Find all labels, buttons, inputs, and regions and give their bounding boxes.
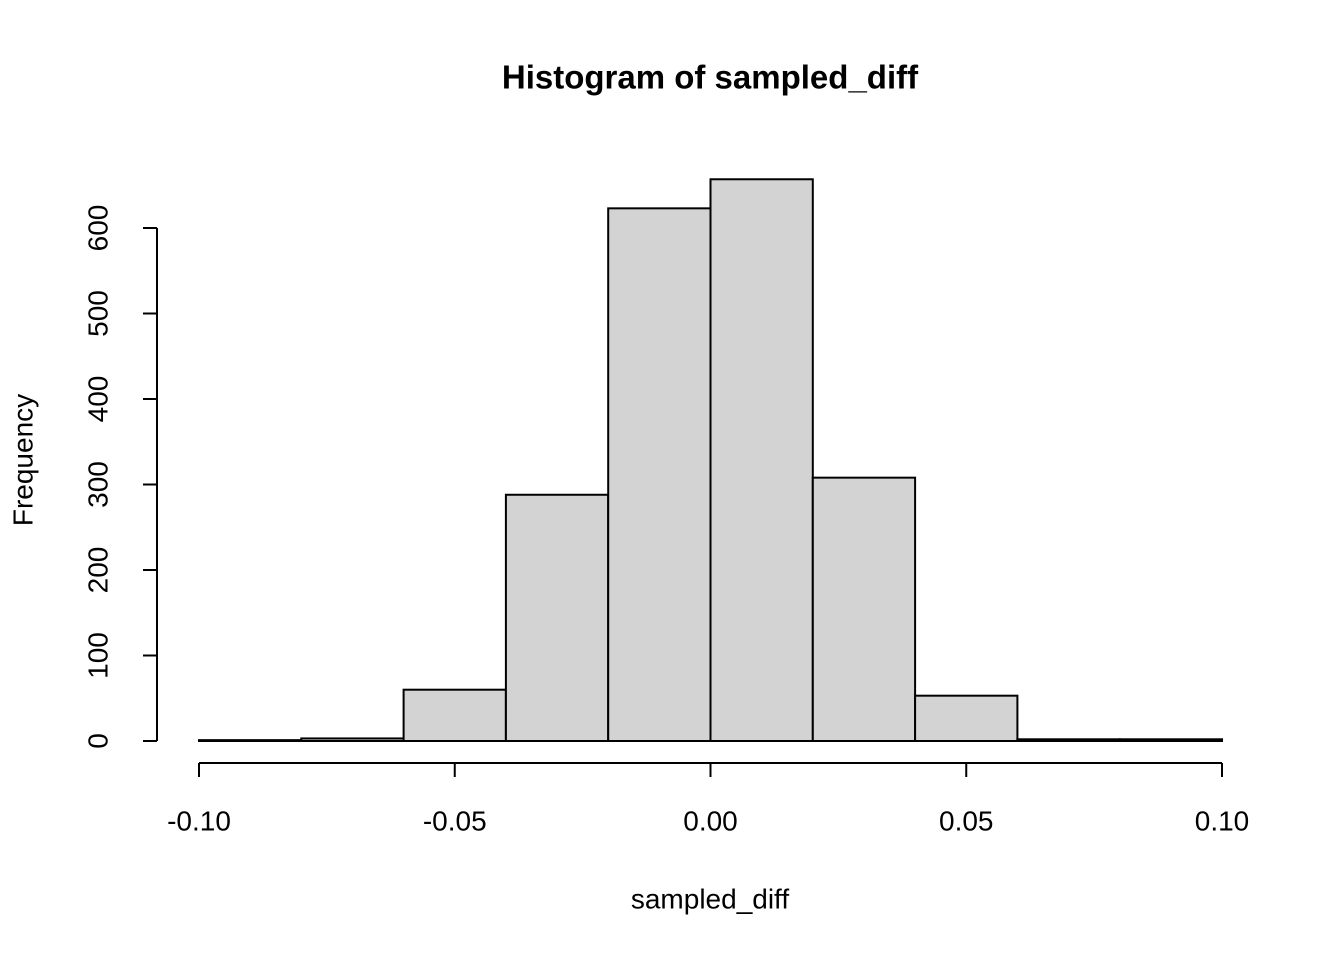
bar	[198, 739, 303, 743]
bar	[811, 476, 917, 742]
x-tick-label: -0.10	[167, 805, 231, 836]
x-tick-label: 0.05	[939, 805, 994, 836]
x-tick-label: -0.05	[423, 805, 487, 836]
y-tick-label: 0	[82, 733, 113, 749]
y-axis-title: Frequency	[7, 394, 38, 526]
y-tick-label: 400	[82, 376, 113, 423]
bar	[607, 207, 712, 742]
x-axis-title: sampled_diff	[631, 883, 789, 914]
x-tick-label: 0.00	[683, 805, 738, 836]
bar	[1016, 738, 1121, 742]
bar	[402, 688, 507, 743]
y-tick-label: 600	[82, 205, 113, 252]
bar	[504, 493, 610, 743]
bar	[1118, 738, 1223, 742]
y-tick-label: 200	[82, 547, 113, 594]
chart-title: Histogram of sampled_diff	[502, 59, 919, 96]
bar	[914, 694, 1019, 742]
x-tick-label: 0.10	[1195, 805, 1250, 836]
y-tick-label: 500	[82, 290, 113, 337]
bar	[709, 178, 814, 742]
y-tick-label: 100	[82, 632, 113, 679]
bar	[300, 737, 405, 742]
y-tick-label: 300	[82, 461, 113, 508]
